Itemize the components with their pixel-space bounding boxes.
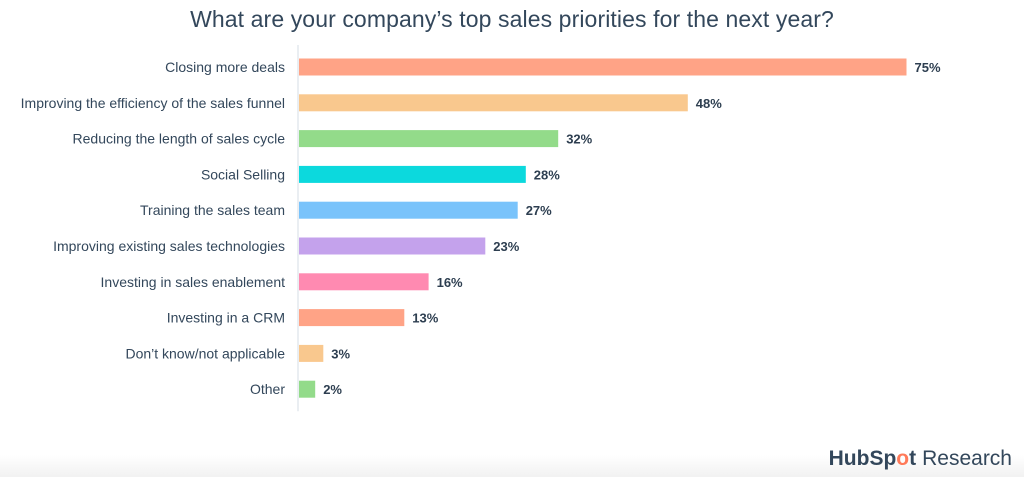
bar [299,130,559,148]
brand-name: HubSpot [829,447,916,471]
category-label: Investing in a CRM [167,310,285,326]
brand-suffix: Research [922,447,1012,470]
data-label: 16% [437,275,463,290]
bar [299,165,526,183]
hubspot-research-logo: HubSpot Research [829,447,1012,471]
data-label: 23% [493,239,519,254]
category-label: Reducing the length of sales cycle [73,131,286,147]
data-label: 13% [412,311,438,326]
bar [299,58,907,76]
bar [299,201,518,219]
category-label: Training the sales team [140,202,285,218]
data-label: 48% [696,96,722,111]
bar [299,309,405,327]
data-label: 28% [534,167,560,182]
bar [299,380,316,398]
data-label: 2% [323,382,342,397]
brand-sprocket-icon: o [896,447,910,470]
bottom-shade [0,455,1024,477]
data-label: 27% [526,203,552,218]
brand-name-part1: HubSp [828,447,897,470]
bar [299,344,324,362]
data-label: 32% [566,132,592,147]
brand-name-part2: t [909,447,917,470]
chart-title: What are your company’s top sales priori… [190,6,834,32]
bar [299,237,486,255]
data-label: 75% [915,60,941,75]
bar [299,94,688,112]
category-label: Don’t know/not applicable [125,345,285,361]
data-label: 3% [331,346,350,361]
category-label: Investing in sales enablement [101,274,286,290]
category-label: Improving the efficiency of the sales fu… [21,95,285,111]
category-label: Improving existing sales technologies [53,238,285,254]
bar [299,273,429,291]
category-label: Closing more deals [165,59,285,75]
category-label: Other [250,381,285,397]
category-label: Social Selling [201,166,285,182]
